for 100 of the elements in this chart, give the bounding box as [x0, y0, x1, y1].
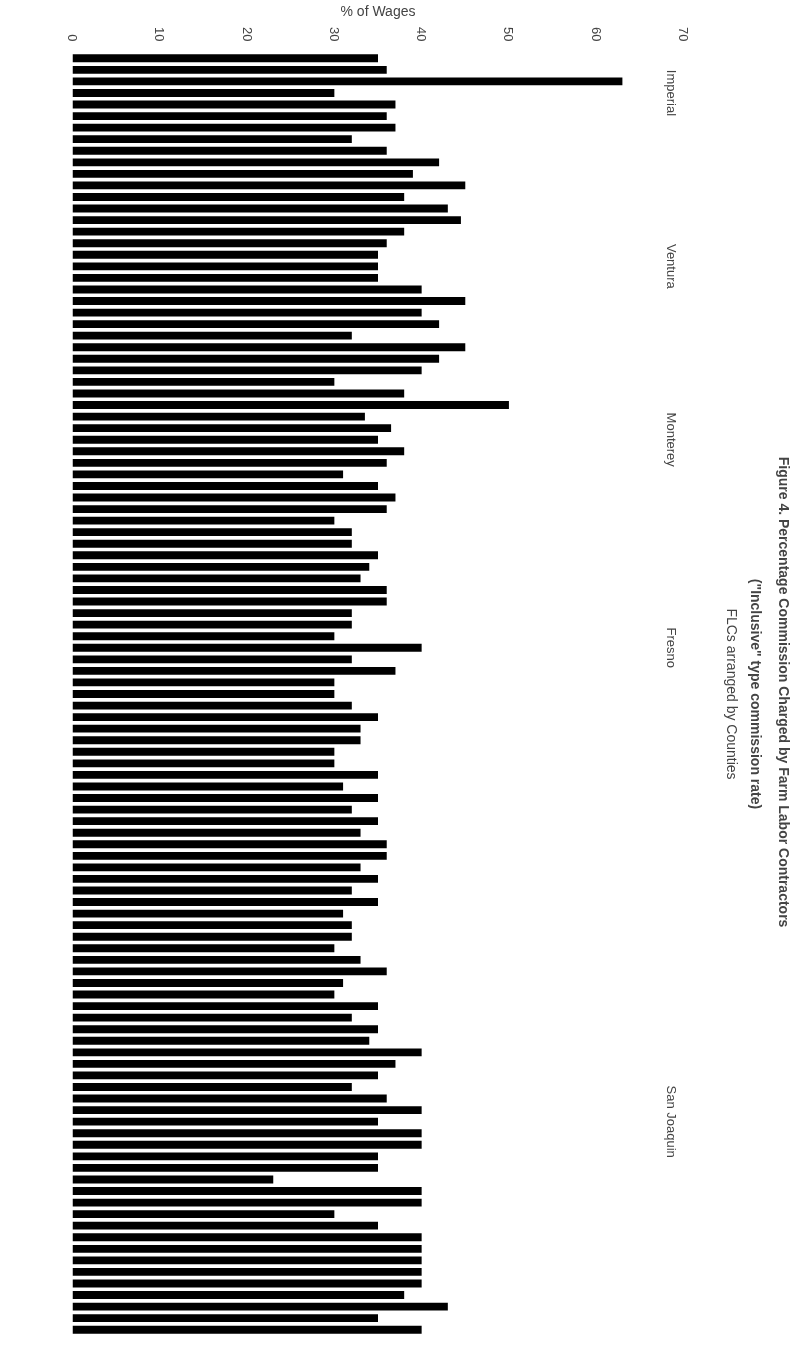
bar: [72, 1256, 422, 1265]
bar: [72, 875, 378, 883]
bar: [72, 1117, 378, 1126]
bar: [72, 724, 361, 733]
bar: [72, 828, 361, 837]
bar: [72, 932, 352, 941]
y-tick-label: Ventura: [664, 243, 679, 290]
text: ("Inclusive" type commission rate): [747, 578, 764, 810]
bar: [72, 840, 387, 849]
bar: [72, 747, 335, 756]
bar: [72, 1302, 448, 1311]
x-tick-label: 60: [588, 27, 604, 42]
bar: [72, 586, 387, 594]
bar: [72, 863, 361, 872]
bar: [72, 239, 387, 248]
bar: [72, 620, 352, 629]
bar: [72, 482, 378, 490]
bar: [72, 1152, 378, 1161]
bar: [72, 320, 440, 329]
bar: [72, 1083, 352, 1091]
bar: [72, 632, 335, 641]
bar: [72, 216, 461, 225]
bar: [72, 1233, 422, 1242]
x-tick-label: 10: [152, 27, 168, 42]
bar: [72, 1106, 422, 1115]
bar: [72, 193, 405, 201]
bar: [72, 1002, 378, 1011]
y-axis-title: FLCs arranged by Counties: [723, 608, 740, 780]
text: Figure 4. Percentage Commission Charged by Farm Labor Contractors: [775, 456, 792, 928]
bar: [72, 921, 352, 930]
bar: [72, 979, 344, 987]
bar: [72, 343, 466, 352]
bar: [72, 447, 405, 456]
bar: [72, 458, 387, 467]
bar: [72, 955, 361, 964]
bar: [72, 1048, 422, 1057]
bar: [72, 158, 440, 167]
bar: [72, 562, 370, 571]
bar: [72, 65, 387, 74]
bar: [72, 528, 352, 537]
bar: [72, 112, 387, 120]
bar: [72, 412, 365, 421]
bar: [72, 354, 440, 363]
x-tick-label: 40: [414, 27, 430, 42]
bar: [72, 690, 335, 698]
bar: [72, 1198, 422, 1207]
bar: [72, 655, 352, 664]
bar: [72, 794, 378, 802]
bar: [72, 1129, 422, 1138]
bar: [72, 609, 352, 618]
bar: [72, 1140, 422, 1149]
bar: [72, 1013, 352, 1022]
bar: [72, 1314, 378, 1323]
bar: [72, 377, 335, 386]
bar: [72, 1210, 335, 1219]
bar: [72, 77, 623, 86]
bar: [72, 250, 378, 259]
bar: [72, 805, 352, 814]
bar: [72, 1025, 378, 1034]
bar: [72, 551, 378, 560]
bar: [72, 366, 422, 375]
bar: [72, 297, 466, 305]
bar: [72, 643, 422, 652]
bar: [72, 1036, 370, 1045]
bar: [72, 736, 361, 745]
bar: [72, 1163, 378, 1172]
bar: [72, 505, 387, 513]
bar: [72, 262, 378, 271]
bar: [72, 470, 344, 479]
bar: [72, 898, 378, 906]
y-tick-label: Fresno: [664, 627, 679, 668]
bar: [72, 424, 392, 433]
bar: [72, 401, 509, 409]
x-tick-label: 30: [326, 27, 342, 42]
y-tick-label: Monterey: [664, 412, 679, 468]
bar: [72, 770, 378, 779]
x-tick-label: 50: [501, 27, 517, 42]
bar: [72, 135, 352, 144]
y-tick-label: San Joaquin: [664, 1085, 679, 1158]
bar: [72, 435, 378, 444]
bar: [72, 54, 378, 63]
bar: [72, 759, 335, 768]
bar: [72, 909, 344, 918]
x-tick-label: 0: [65, 34, 80, 42]
bar: [72, 967, 387, 976]
bar: [72, 574, 361, 583]
bar: [72, 1187, 422, 1195]
bar: [72, 1325, 422, 1334]
bar: [72, 817, 378, 826]
x-tick-label: 20: [239, 27, 255, 42]
bar: [72, 666, 396, 675]
bar: [72, 273, 378, 282]
bar: [72, 1268, 422, 1276]
bar: [72, 227, 405, 236]
bar: [72, 146, 387, 155]
bar: [72, 181, 466, 190]
bar: [72, 1059, 396, 1068]
y-tick-label: Imperial: [664, 69, 679, 117]
bar: [72, 169, 413, 178]
bar: [72, 944, 335, 953]
